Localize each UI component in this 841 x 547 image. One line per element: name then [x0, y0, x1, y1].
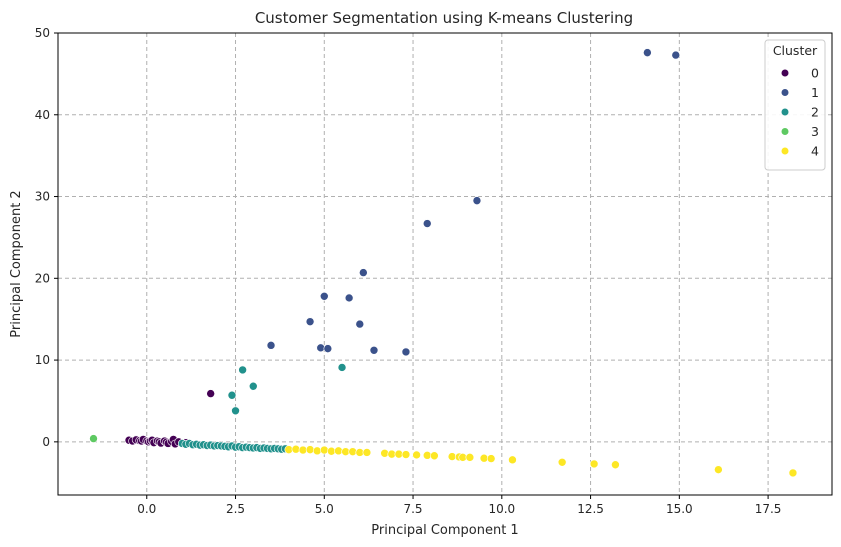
data-points [89, 48, 798, 478]
data-point [337, 363, 347, 372]
data-point [643, 48, 652, 57]
data-point [359, 268, 368, 277]
data-point [369, 345, 379, 355]
data-point [401, 347, 411, 357]
data-point [298, 445, 308, 455]
y-tick-label: 40 [35, 108, 50, 122]
data-point [380, 448, 389, 458]
series-cluster-3 [89, 434, 98, 443]
y-tick-label: 50 [35, 26, 50, 40]
data-point [305, 317, 315, 326]
data-point [472, 196, 482, 205]
legend-label: 2 [811, 105, 819, 120]
data-point [316, 343, 326, 353]
x-tick-label: 5.0 [315, 502, 334, 516]
y-tick-label: 10 [35, 353, 50, 367]
x-tick-label: 17.5 [755, 502, 782, 516]
legend-marker [781, 128, 789, 135]
data-point [788, 468, 798, 478]
data-point [458, 453, 468, 462]
data-point [447, 452, 457, 461]
legend-marker [781, 69, 789, 77]
data-point [430, 451, 439, 461]
data-point [671, 50, 681, 60]
data-point [394, 449, 404, 459]
data-point [589, 459, 599, 469]
data-point [508, 455, 517, 465]
series-cluster-1 [266, 48, 681, 357]
data-point [344, 293, 354, 303]
legend-marker [781, 147, 789, 155]
chart-title: Customer Segmentation using K-means Clus… [255, 9, 633, 27]
x-tick-label: 15.0 [666, 502, 693, 516]
data-point [355, 448, 365, 457]
y-tick-label: 20 [35, 271, 50, 285]
data-point [557, 457, 567, 467]
data-point [319, 291, 329, 301]
data-point [284, 445, 294, 454]
x-tick-label: 7.5 [403, 502, 422, 516]
data-point [312, 446, 322, 456]
data-point [206, 389, 215, 398]
data-point [479, 453, 489, 463]
data-point [323, 344, 333, 353]
data-point [327, 446, 336, 456]
legend-label: 4 [811, 144, 819, 159]
x-tick-label: 0.0 [137, 502, 156, 516]
data-point [248, 381, 258, 391]
data-point [714, 465, 723, 474]
plot-frame [57, 32, 833, 496]
data-point [422, 451, 432, 460]
data-point [231, 406, 240, 416]
series-cluster-0 [124, 389, 215, 449]
x-tick-label: 10.0 [488, 502, 515, 516]
x-axis-label: Principal Component 1 [371, 523, 518, 538]
data-point [465, 453, 475, 462]
data-point [486, 454, 496, 463]
data-point [266, 341, 276, 350]
legend-marker [781, 108, 789, 116]
axis-ticks: 0.0 2.5 5.0 7.5 10.0 12.5 15.0 17.5 0 10 20 30 40 50 [35, 26, 782, 516]
data-point [348, 447, 357, 456]
legend-label: 1 [811, 85, 819, 100]
x-tick-label: 2.5 [226, 502, 245, 516]
data-point [334, 446, 343, 456]
data-point [422, 219, 432, 228]
series-cluster-4 [284, 444, 798, 478]
legend-label: 0 [811, 66, 819, 81]
data-point [412, 450, 421, 460]
legend-marker [781, 89, 789, 96]
series-cluster-2 [177, 363, 347, 454]
legend-title: Cluster [773, 43, 818, 58]
data-point [227, 390, 237, 400]
data-point [401, 450, 411, 459]
y-axis-label: Principal Component 2 [9, 190, 24, 337]
data-point [238, 365, 247, 375]
data-point [611, 460, 620, 470]
data-point [319, 445, 329, 455]
data-point [362, 448, 372, 457]
data-point [387, 449, 397, 459]
data-point [305, 445, 315, 454]
data-point [89, 434, 98, 443]
legend-box [764, 39, 826, 171]
y-tick-label: 30 [35, 190, 50, 204]
data-point [341, 447, 350, 456]
y-tick-label: 0 [42, 435, 50, 449]
data-point [291, 444, 301, 454]
x-tick-label: 12.5 [577, 502, 604, 516]
legend-label: 3 [811, 124, 819, 139]
legend: Cluster 0 1 2 3 4 [764, 39, 826, 171]
data-point [355, 319, 365, 329]
